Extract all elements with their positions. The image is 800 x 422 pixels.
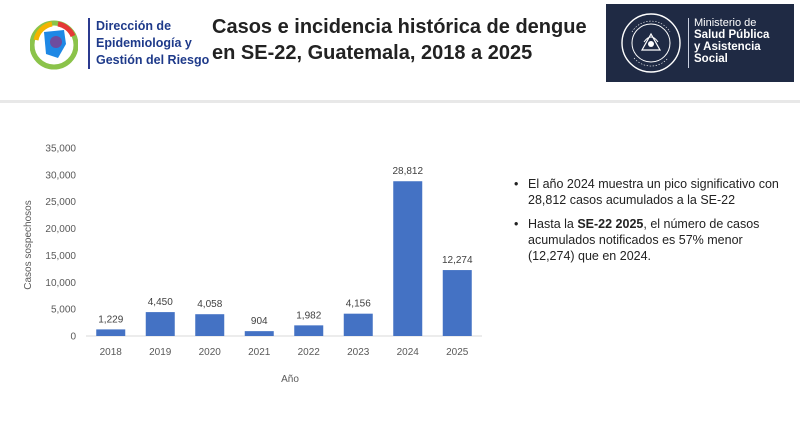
notes-panel: • El año 2024 muestra un pico significat… xyxy=(512,176,782,272)
x-tick-label: 2019 xyxy=(149,347,172,358)
y-tick-label: 30,000 xyxy=(45,170,76,181)
bar xyxy=(343,313,373,336)
x-tick-label: 2024 xyxy=(397,347,420,358)
y-tick-label: 0 xyxy=(70,332,76,343)
ministry-logo-box: Ministerio de Salud Pública y Asistencia… xyxy=(606,4,794,82)
bar xyxy=(393,181,423,336)
y-tick-label: 35,000 xyxy=(45,144,76,155)
data-label: 28,812 xyxy=(392,166,423,177)
page-title: Casos e incidencia histórica de dengue e… xyxy=(212,14,602,66)
data-label: 904 xyxy=(251,316,268,327)
bar xyxy=(195,314,225,336)
bullet: • xyxy=(514,217,519,231)
epidemiology-logo xyxy=(30,20,78,70)
data-label: 12,274 xyxy=(442,255,473,266)
x-tick-label: 2018 xyxy=(100,347,123,358)
ministry-line: Social xyxy=(694,53,728,65)
data-label: 4,058 xyxy=(197,299,222,310)
data-label: 1,229 xyxy=(98,314,123,325)
ministry-line: Ministerio de xyxy=(694,17,757,29)
y-tick-label: 10,000 xyxy=(45,278,76,289)
x-tick-label: 2023 xyxy=(347,347,370,358)
data-label: 1,982 xyxy=(296,310,321,321)
bar xyxy=(145,312,175,336)
data-label: 4,156 xyxy=(346,299,371,310)
y-axis-title: Casos sospechosos xyxy=(23,200,34,290)
org-line: Gestión del Riesgo xyxy=(96,53,210,67)
note-text-pre: Hasta la xyxy=(528,217,578,231)
dengue-cases-bar-chart: 0 5,000 10,000 15,000 20,000 25,000 30,000 35,0… xyxy=(23,144,482,385)
bar xyxy=(244,331,274,336)
y-tick-label: 25,000 xyxy=(45,197,76,208)
y-tick-label: 5,000 xyxy=(51,305,76,316)
header-divider xyxy=(0,100,800,103)
ministry-line: Salud Pública xyxy=(694,29,770,41)
ministry-separator xyxy=(688,18,689,68)
note-text-bold: SE-22 2025 xyxy=(577,217,644,231)
x-tick-label: 2022 xyxy=(298,347,321,358)
ministry-name: Ministerio de Salud Pública y Asistencia… xyxy=(694,17,792,65)
bar xyxy=(96,329,126,336)
note-item: • El año 2024 muestra un pico significat… xyxy=(512,176,782,208)
org-line: Epidemiología y xyxy=(96,36,192,50)
note-item: • Hasta la SE-22 2025, el número de caso… xyxy=(512,216,782,264)
y-tick-label: 15,000 xyxy=(45,251,76,262)
x-tick-label: 2021 xyxy=(248,347,271,358)
x-tick-label: 2025 xyxy=(446,347,469,358)
bar xyxy=(294,325,324,336)
title-line: Casos e incidencia histórica de dengue xyxy=(212,16,587,38)
note-text: El año 2024 muestra un pico significativ… xyxy=(528,177,779,207)
org-name: Dirección de Epidemiología y Gestión del… xyxy=(88,18,216,69)
org-line: Dirección de xyxy=(96,19,172,33)
title-line: en SE-22, Guatemala, 2018 a 2025 xyxy=(212,42,533,64)
ministry-line: y Asistencia xyxy=(694,41,761,53)
note-text-post: , el número de casos acumulados notifica… xyxy=(528,217,760,263)
guatemala-seal-icon xyxy=(621,13,681,73)
x-axis-title: Año xyxy=(281,374,299,385)
bar xyxy=(442,270,472,336)
x-tick-label: 2020 xyxy=(199,347,222,358)
data-label: 4,450 xyxy=(148,297,173,308)
bullet: • xyxy=(514,177,519,191)
y-tick-label: 20,000 xyxy=(45,224,76,235)
